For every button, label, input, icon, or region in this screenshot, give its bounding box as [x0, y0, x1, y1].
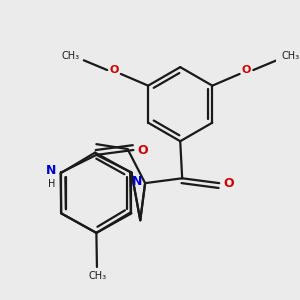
Text: N: N	[132, 175, 142, 188]
Text: O: O	[109, 65, 119, 75]
Text: CH₃: CH₃	[61, 51, 79, 62]
Text: O: O	[242, 65, 251, 75]
Text: O: O	[224, 177, 234, 190]
Text: O: O	[138, 143, 148, 157]
Text: CH₃: CH₃	[88, 271, 106, 281]
Text: CH₃: CH₃	[281, 51, 299, 62]
Text: H: H	[48, 179, 55, 189]
Text: N: N	[46, 164, 57, 177]
